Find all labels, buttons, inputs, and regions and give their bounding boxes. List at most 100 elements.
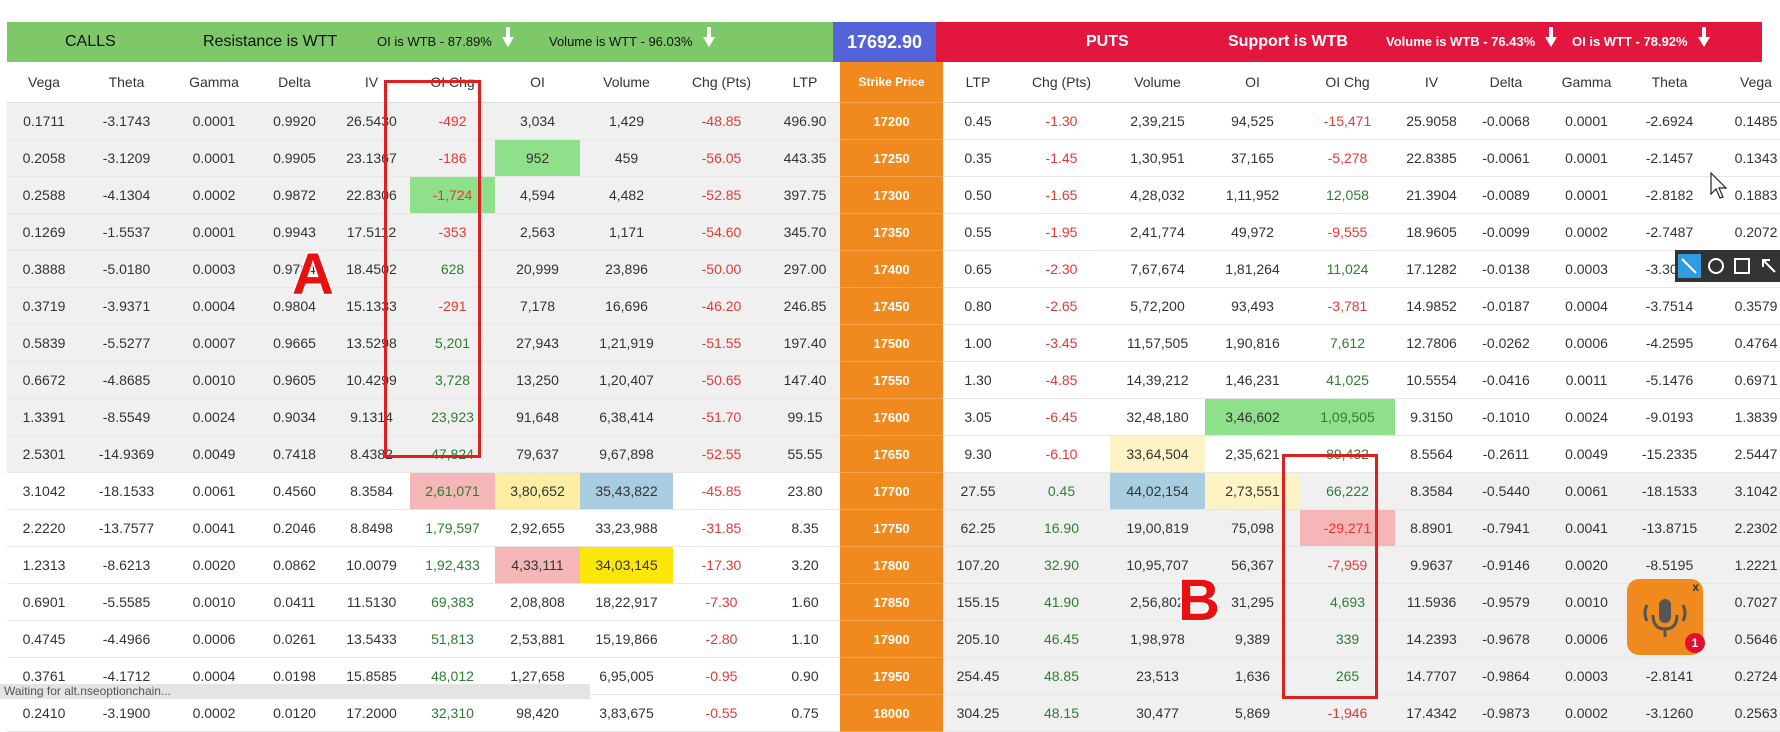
line-tool-icon[interactable] bbox=[1678, 254, 1701, 278]
circle-tool-icon[interactable] bbox=[1705, 254, 1728, 278]
puts-col-volume[interactable]: Volume bbox=[1110, 62, 1205, 103]
calls-col-delta[interactable]: Delta bbox=[256, 62, 333, 103]
strike-price-cell[interactable]: 17850 bbox=[840, 584, 943, 621]
put-oi-chg-cell: 41,025 bbox=[1300, 362, 1395, 399]
calls-resistance: Resistance is WTT bbox=[203, 22, 337, 62]
puts-support: Support is WTB bbox=[1228, 22, 1348, 62]
puts-col-delta[interactable]: Delta bbox=[1468, 62, 1544, 103]
call-vega-cell: 0.2058 bbox=[7, 140, 81, 177]
rectangle-tool-icon[interactable] bbox=[1731, 254, 1754, 278]
voice-assistant-button[interactable]: x 1 bbox=[1627, 579, 1703, 655]
put-delta-cell: -0.0068 bbox=[1468, 103, 1544, 140]
call-gamma-cell: 0.0002 bbox=[172, 177, 256, 214]
put-iv-cell: 12.7806 bbox=[1395, 325, 1468, 362]
put-ltp-cell: 107.20 bbox=[943, 547, 1013, 584]
put-delta-cell: -0.0262 bbox=[1468, 325, 1544, 362]
put-gamma-cell: 0.0010 bbox=[1544, 584, 1629, 621]
strike-price-cell[interactable]: 17750 bbox=[840, 510, 943, 547]
strike-price-cell[interactable]: 17900 bbox=[840, 621, 943, 658]
browser-status-bar: Waiting for alt.nseoptionchain... bbox=[0, 684, 590, 699]
calls-col-volume[interactable]: Volume bbox=[580, 62, 673, 103]
arrow-tool-icon[interactable] bbox=[1758, 254, 1780, 278]
calls-col-ltp[interactable]: LTP bbox=[770, 62, 840, 103]
call-theta-cell: -3.9371 bbox=[81, 288, 172, 325]
call-delta-cell: 0.9605 bbox=[256, 362, 333, 399]
strike-price-cell[interactable]: 17550 bbox=[840, 362, 943, 399]
call-vega-cell: 3.1042 bbox=[7, 473, 81, 510]
puts-col-oi[interactable]: OI bbox=[1205, 62, 1300, 103]
put-gamma-cell: 0.0001 bbox=[1544, 177, 1629, 214]
calls-col-vega[interactable]: Vega bbox=[7, 62, 81, 103]
call-delta-cell: 0.0411 bbox=[256, 584, 333, 621]
puts-col-chg-pts[interactable]: Chg (Pts) bbox=[1013, 62, 1110, 103]
puts-col-iv[interactable]: IV bbox=[1395, 62, 1468, 103]
puts-col-theta[interactable]: Theta bbox=[1629, 62, 1710, 103]
call-chg-pts-cell: -50.00 bbox=[673, 251, 770, 288]
call-vega-cell: 2.2220 bbox=[7, 510, 81, 547]
put-oi-cell: 37,165 bbox=[1205, 140, 1300, 177]
put-volume-cell: 23,513 bbox=[1110, 658, 1205, 695]
strike-price-header[interactable]: Strike Price bbox=[840, 62, 943, 103]
put-theta-cell: -9.0193 bbox=[1629, 399, 1710, 436]
annotation-box-a bbox=[384, 80, 481, 458]
call-vega-cell: 0.1711 bbox=[7, 103, 81, 140]
puts-col-ltp[interactable]: LTP bbox=[943, 62, 1013, 103]
calls-col-chg-pts[interactable]: Chg (Pts) bbox=[673, 62, 770, 103]
put-iv-cell: 8.5564 bbox=[1395, 436, 1468, 473]
strike-price-cell[interactable]: 17700 bbox=[840, 473, 943, 510]
puts-col-vega[interactable]: Vega bbox=[1710, 62, 1780, 103]
put-gamma-cell: 0.0020 bbox=[1544, 547, 1629, 584]
calls-col-oi[interactable]: OI bbox=[495, 62, 580, 103]
call-gamma-cell: 0.0003 bbox=[172, 251, 256, 288]
call-gamma-cell: 0.0001 bbox=[172, 103, 256, 140]
put-volume-cell: 19,00,819 bbox=[1110, 510, 1205, 547]
call-theta-cell: -5.0180 bbox=[81, 251, 172, 288]
puts-col-gamma[interactable]: Gamma bbox=[1544, 62, 1629, 103]
close-icon[interactable]: x bbox=[1692, 580, 1699, 594]
strike-price-cell[interactable]: 17800 bbox=[840, 547, 943, 584]
strike-price-cell[interactable]: 17250 bbox=[840, 140, 943, 177]
strike-price-cell[interactable]: 17650 bbox=[840, 436, 943, 473]
strike-price-cell[interactable]: 17950 bbox=[840, 658, 943, 695]
strike-price-cell[interactable]: 17300 bbox=[840, 177, 943, 214]
put-iv-cell: 21.3904 bbox=[1395, 177, 1468, 214]
strike-price-cell[interactable]: 17450 bbox=[840, 288, 943, 325]
puts-col-oi-chg[interactable]: OI Chg bbox=[1300, 62, 1395, 103]
call-chg-pts-cell: -54.60 bbox=[673, 214, 770, 251]
strike-price-cell[interactable]: 17200 bbox=[840, 103, 943, 140]
call-ltp-cell: 443.35 bbox=[770, 140, 840, 177]
strike-price-cell[interactable]: 18000 bbox=[840, 695, 943, 732]
strike-price-cell[interactable]: 17500 bbox=[840, 325, 943, 362]
calls-col-gamma[interactable]: Gamma bbox=[172, 62, 256, 103]
calls-col-theta[interactable]: Theta bbox=[81, 62, 172, 103]
call-volume-cell: 6,95,005 bbox=[580, 658, 673, 695]
call-volume-cell: 4,482 bbox=[580, 177, 673, 214]
put-iv-cell: 10.5554 bbox=[1395, 362, 1468, 399]
strike-price-cell[interactable]: 17400 bbox=[840, 251, 943, 288]
put-chg-pts-cell: 48.85 bbox=[1013, 658, 1110, 695]
put-iv-cell: 9.3150 bbox=[1395, 399, 1468, 436]
strike-price-cell[interactable]: 17600 bbox=[840, 399, 943, 436]
summary-header: CALLS Resistance is WTT OI is WTB - 87.8… bbox=[7, 22, 1762, 62]
strike-price-cell[interactable]: 17350 bbox=[840, 214, 943, 251]
call-theta-cell: -5.5277 bbox=[81, 325, 172, 362]
call-oi-cell: 2,563 bbox=[495, 214, 580, 251]
put-delta-cell: -0.0061 bbox=[1468, 140, 1544, 177]
